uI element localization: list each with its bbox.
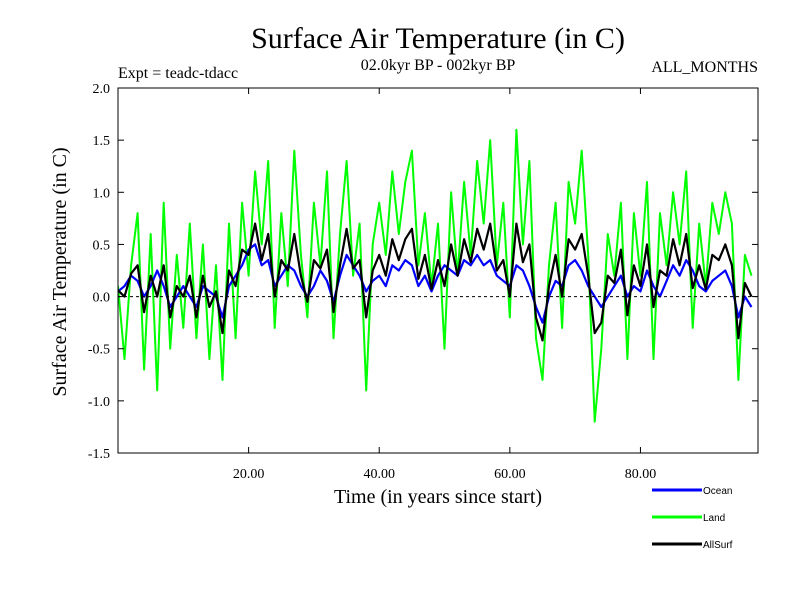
- y-axis-ticks: -1.5 -1.0 -0.5 0.0 0.5 1.0 1.5 2.0: [88, 82, 758, 462]
- series-line-land: [118, 128, 753, 423]
- legend-label-allsurf: AllSurf: [703, 540, 733, 551]
- y-tick-label: 0.0: [93, 291, 111, 306]
- x-axis-ticks: 20.00 40.00 60.00 80.00: [233, 88, 656, 482]
- plot-frame: [117, 87, 759, 454]
- x-tick-label: 80.00: [625, 467, 657, 482]
- y-tick-label: -1.0: [88, 395, 110, 410]
- x-tick-label: 20.00: [233, 467, 265, 482]
- plot-area: [117, 87, 759, 454]
- y-tick-label: 1.5: [93, 134, 111, 149]
- legend-label-ocean: Ocean: [703, 486, 732, 497]
- chart-subtitle-right: ALL_MONTHS: [651, 59, 758, 76]
- y-tick-label: 0.5: [93, 238, 111, 253]
- x-axis-label: Time (in years since start): [334, 486, 542, 508]
- y-tick-label: -1.5: [88, 447, 110, 462]
- x-tick-label: 60.00: [494, 467, 526, 482]
- chart-title: Surface Air Temperature (in C): [251, 22, 625, 55]
- chart-subtitle-left: Expt = teadc-tdacc: [118, 65, 238, 82]
- y-tick-label: -0.5: [88, 343, 110, 358]
- chart-subtitle-center: 02.0kyr BP - 002kyr BP: [361, 57, 516, 74]
- series-line-allsurf: [118, 222, 753, 342]
- x-tick-label: 40.00: [363, 467, 395, 482]
- legend-label-land: Land: [703, 513, 725, 524]
- y-axis-label: Surface Air Temperature (in C): [49, 147, 71, 396]
- y-tick-label: 2.0: [93, 82, 111, 97]
- y-tick-label: 1.0: [93, 186, 111, 201]
- legend: Ocean Land AllSurf: [652, 486, 733, 551]
- series-group: [118, 128, 753, 423]
